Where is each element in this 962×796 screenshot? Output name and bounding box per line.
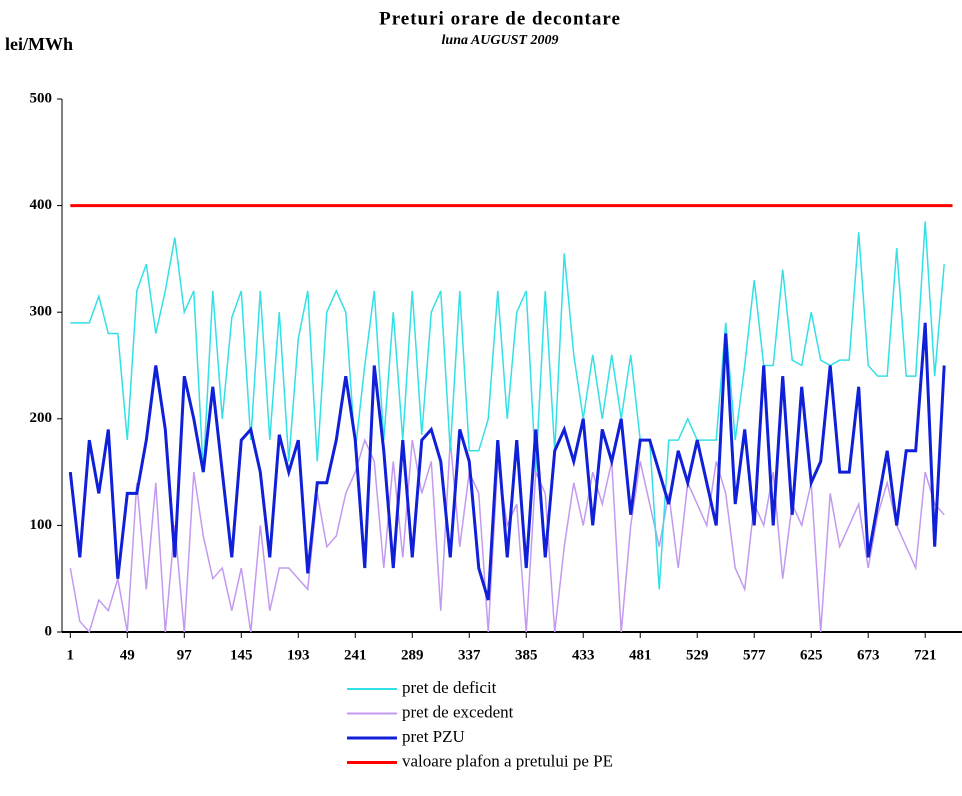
x-tick-label: 529 <box>686 647 709 663</box>
x-tick-label: 721 <box>914 647 937 663</box>
y-tick-label: 0 <box>45 623 53 639</box>
x-tick-label: 1 <box>67 647 75 663</box>
chart-title: Preturi orare de decontare <box>379 8 621 29</box>
x-tick-label: 577 <box>743 647 766 663</box>
x-tick-label: 337 <box>458 647 481 663</box>
y-axis-label: lei/MWh <box>5 34 73 54</box>
x-tick-label: 433 <box>572 647 595 663</box>
series-line <box>69 437 945 634</box>
chart-subtitle: luna AUGUST 2009 <box>442 33 559 48</box>
x-tick-label: 241 <box>344 647 367 663</box>
y-tick-label: 500 <box>30 90 53 106</box>
series-line <box>68 322 946 601</box>
x-tick-label: 145 <box>230 647 253 663</box>
x-tick-label: 385 <box>515 647 538 663</box>
x-tick-label: 289 <box>401 647 424 663</box>
legend-label: pret de deficit <box>402 678 497 697</box>
x-tick-label: 481 <box>629 647 652 663</box>
y-tick-label: 400 <box>30 197 53 213</box>
legend-label: valoare plafon a pretului pe PE <box>402 751 613 770</box>
legend-label: pret PZU <box>402 727 465 746</box>
y-tick-label: 100 <box>30 517 53 533</box>
series-line <box>70 221 945 590</box>
x-tick-label: 97 <box>177 647 193 663</box>
legend-label: pret de excedent <box>402 702 514 721</box>
x-tick-label: 625 <box>800 647 823 663</box>
y-tick-label: 300 <box>30 304 53 320</box>
y-tick-label: 200 <box>30 410 53 426</box>
x-tick-label: 193 <box>287 647 310 663</box>
x-tick-label: 673 <box>857 647 880 663</box>
x-tick-label: 49 <box>120 647 135 663</box>
